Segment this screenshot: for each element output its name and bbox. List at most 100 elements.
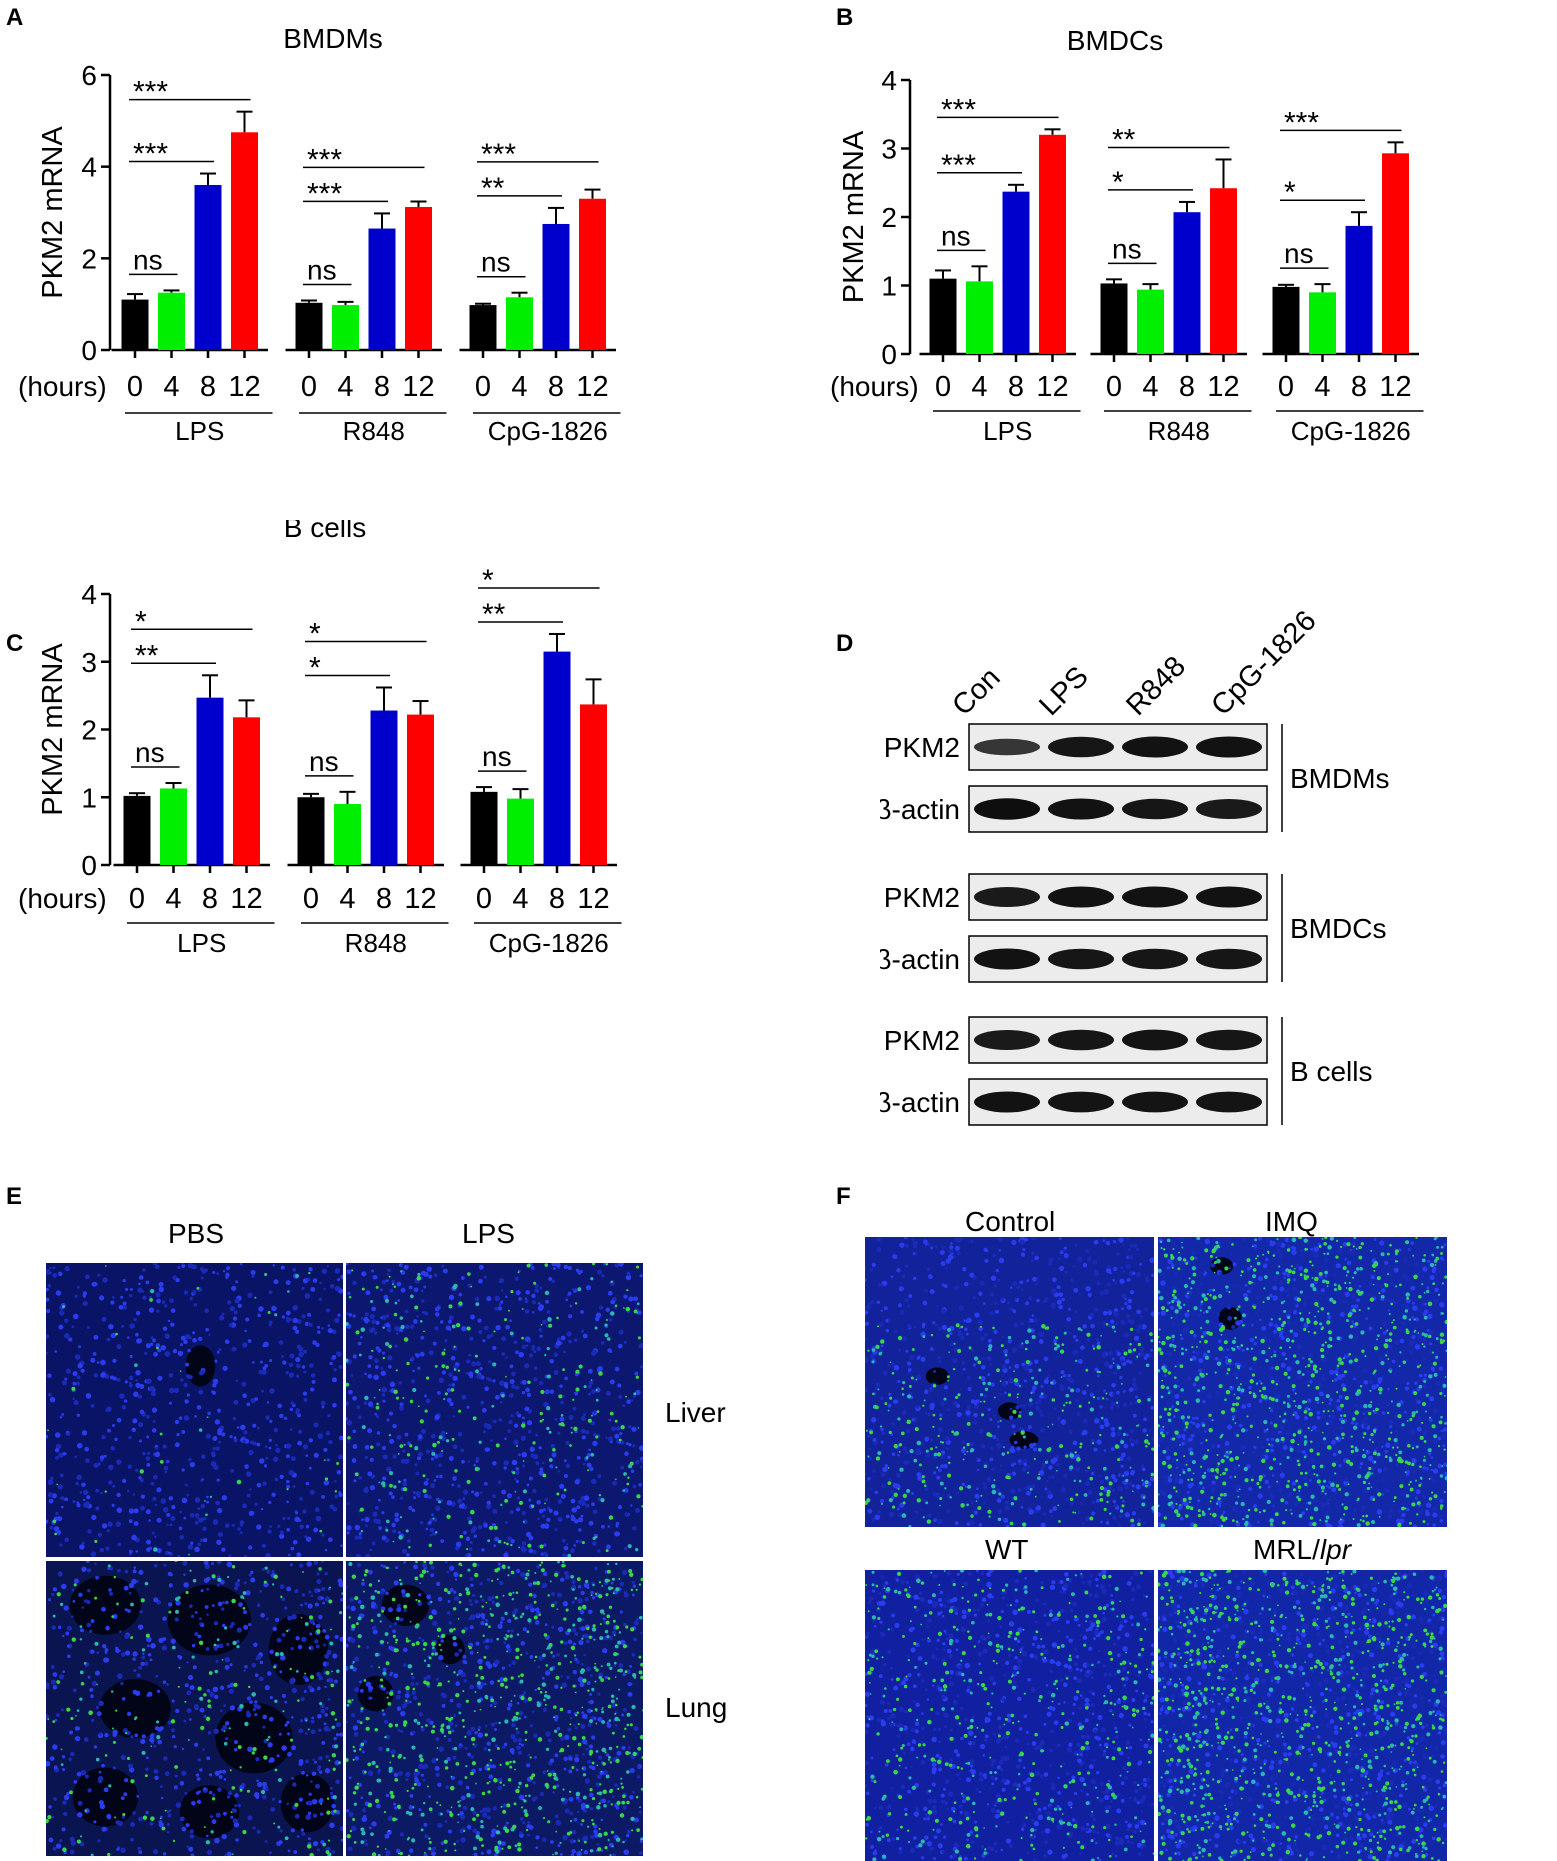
pkm2-signal-dot — [603, 1804, 607, 1808]
nucleus-dot — [528, 1825, 534, 1830]
pkm2-signal-dot — [405, 1637, 408, 1640]
nucleus-dot — [582, 1462, 586, 1466]
nucleus-dot — [386, 1314, 390, 1318]
nucleus-dot — [268, 1438, 272, 1443]
pkm2-signal-dot — [624, 1670, 628, 1674]
nucleus-dot — [634, 1459, 640, 1465]
pkm2-signal-dot — [425, 1724, 428, 1727]
nucleus-dot — [204, 1605, 209, 1609]
nucleus-dot — [482, 1339, 486, 1343]
nucleus-dot — [99, 1547, 105, 1553]
nucleus-dot — [328, 1677, 334, 1683]
pkm2-signal-dot — [621, 1786, 624, 1789]
nucleus-dot — [532, 1549, 537, 1554]
nucleus-dot — [347, 1291, 351, 1295]
nucleus-dot — [400, 1729, 404, 1734]
nucleus-dot — [587, 1392, 592, 1396]
nucleus-dot — [232, 1808, 237, 1813]
nucleus-dot — [404, 1432, 409, 1437]
nucleus-dot — [323, 1726, 330, 1732]
nucleus-dot — [949, 1331, 953, 1336]
nucleus-dot — [1143, 1417, 1147, 1422]
pkm2-signal-dot — [544, 1290, 550, 1296]
nucleus-dot — [1097, 1396, 1101, 1400]
pkm2-signal-dot — [52, 1720, 56, 1723]
nucleus-dot — [1020, 1505, 1024, 1509]
nucleus-dot — [205, 1834, 209, 1838]
pkm2-signal-dot — [545, 1664, 549, 1667]
nucleus-dot — [178, 1526, 183, 1531]
nucleus-dot — [1144, 1307, 1148, 1311]
pkm2-signal-dot — [423, 1561, 427, 1563]
nucleus-dot — [81, 1606, 84, 1609]
pkm2-signal-dot — [626, 1712, 631, 1717]
nucleus-dot — [1021, 1288, 1024, 1291]
pkm2-signal-dot — [387, 1701, 392, 1706]
nucleus-dot — [511, 1660, 517, 1666]
nucleus-dot — [628, 1296, 634, 1302]
nucleus-dot — [106, 1529, 110, 1533]
pkm2-signal-dot — [549, 1667, 554, 1671]
x-tick-label: 4 — [971, 371, 987, 403]
nucleus-dot — [122, 1278, 126, 1283]
nucleus-dot — [266, 1569, 271, 1574]
pkm2-signal-dot — [336, 1669, 340, 1673]
pkm2-signal-dot — [399, 1851, 403, 1856]
nucleus-dot — [140, 1661, 145, 1666]
nucleus-dot — [57, 1571, 63, 1577]
nucleus-dot — [640, 1458, 643, 1463]
nucleus-dot — [199, 1768, 203, 1772]
nucleus-dot — [154, 1726, 160, 1731]
nucleus-dot — [206, 1613, 209, 1616]
nucleus-dot — [567, 1709, 572, 1714]
nucleus-dot — [565, 1298, 569, 1302]
nucleus-dot — [234, 1581, 240, 1587]
nucleus-dot — [532, 1300, 537, 1305]
nucleus-dot — [249, 1488, 252, 1491]
nucleus-dot — [83, 1737, 89, 1742]
nucleus-dot — [499, 1278, 505, 1283]
pkm2-signal-dot — [427, 1664, 431, 1668]
nucleus-dot — [554, 1684, 559, 1689]
nucleus-dot — [385, 1850, 391, 1856]
pkm2-signal-dot — [384, 1735, 387, 1739]
x-tick-label: 8 — [1179, 371, 1195, 403]
nucleus-dot — [335, 1779, 341, 1785]
nucleus-dot — [533, 1733, 538, 1738]
pkm2-signal-dot — [316, 1629, 321, 1634]
nucleus-dot — [1086, 1256, 1092, 1262]
nucleus-dot — [244, 1329, 247, 1333]
nucleus-dot — [206, 1849, 213, 1855]
nucleus-dot — [606, 1721, 610, 1725]
nucleus-dot — [234, 1804, 238, 1808]
nucleus-dot — [1028, 1368, 1033, 1373]
nucleus-dot — [633, 1726, 639, 1731]
nucleus-dot — [268, 1320, 273, 1325]
nucleus-dot — [99, 1455, 105, 1460]
nucleus-dot — [979, 1336, 985, 1341]
nucleus-dot — [186, 1708, 192, 1714]
pkm2-signal-dot — [379, 1620, 382, 1623]
nucleus-dot — [619, 1610, 623, 1614]
pkm2-signal-dot — [355, 1622, 359, 1626]
pkm2-signal-dot — [346, 1834, 351, 1839]
nucleus-dot — [316, 1686, 321, 1691]
nucleus-dot — [561, 1538, 566, 1543]
nucleus-dot — [416, 1782, 422, 1787]
pkm2-signal-dot — [325, 1670, 330, 1675]
nucleus-dot — [571, 1507, 578, 1513]
nucleus-dot — [53, 1765, 58, 1770]
nucleus-dot — [232, 1417, 237, 1421]
nucleus-dot — [124, 1608, 128, 1612]
nucleus-dot — [261, 1543, 267, 1548]
pkm2-signal-dot — [409, 1620, 412, 1623]
pkm2-signal-dot — [481, 1605, 484, 1608]
nucleus-dot — [188, 1846, 194, 1852]
nucleus-dot — [1040, 1427, 1045, 1433]
nucleus-dot — [587, 1586, 590, 1590]
pkm2-signal-dot — [90, 1853, 94, 1856]
nucleus-dot — [190, 1541, 194, 1545]
nucleus-dot — [521, 1380, 527, 1385]
nucleus-dot — [593, 1824, 598, 1829]
nucleus-dot — [423, 1480, 429, 1486]
